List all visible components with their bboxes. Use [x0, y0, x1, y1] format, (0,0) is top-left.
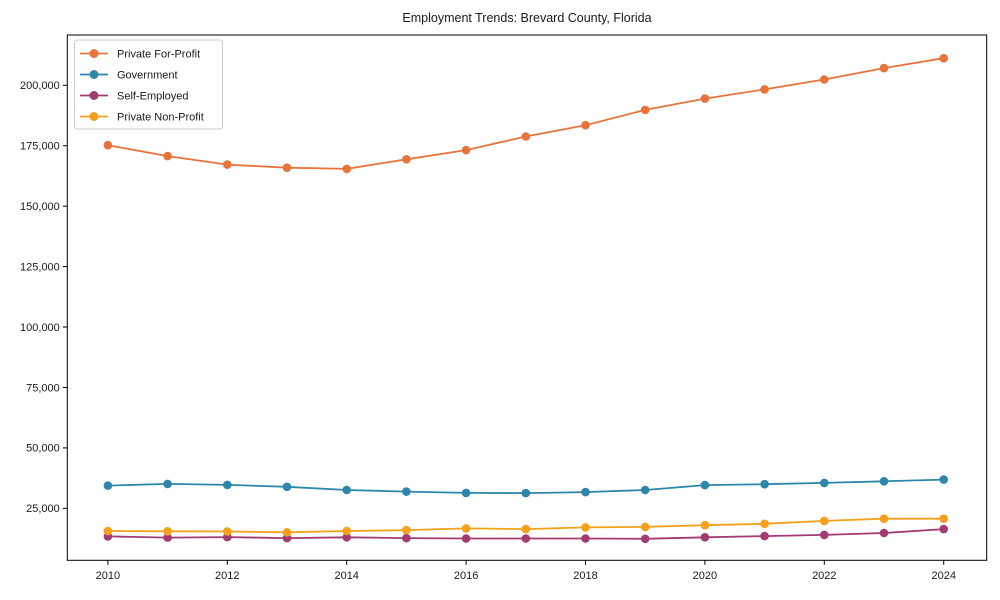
data-point-private-for-profit: [939, 53, 948, 63]
data-point-private-non-profit: [163, 527, 172, 536]
data-point-self-employed: [581, 534, 590, 543]
data-point-private-for-profit: [879, 63, 889, 73]
y-tick-label: 175,000: [20, 141, 60, 153]
legend-item-private-non-profit: Private Non-Profit: [80, 111, 204, 123]
x-tick-label: 2010: [96, 570, 120, 582]
data-point-private-non-profit: [879, 514, 889, 523]
legend-label: Government: [117, 69, 178, 81]
data-point-self-employed: [700, 533, 710, 542]
data-point-private-non-profit: [342, 526, 352, 536]
data-point-private-non-profit: [581, 523, 590, 532]
data-point-private-for-profit: [282, 163, 292, 172]
legend-label: Private Non-Profit: [117, 111, 204, 123]
data-point-self-employed: [342, 533, 352, 542]
data-point-private-non-profit: [282, 528, 292, 537]
y-tick-label: 75,000: [26, 382, 60, 394]
y-axis: 25,000 50,000 75,000 100,000 125,000 150,000 1…: [20, 80, 68, 515]
data-point-government: [402, 487, 411, 496]
data-point-private-for-profit: [461, 145, 471, 155]
data-point-private-non-profit: [521, 524, 531, 534]
y-tick-label: 150,000: [20, 201, 60, 213]
data-point-government: [640, 485, 650, 495]
data-point-private-for-profit: [521, 132, 531, 141]
legend-label: Private For-Profit: [117, 48, 200, 60]
data-point-government: [939, 475, 948, 484]
data-point-private-non-profit: [223, 527, 232, 536]
data-point-private-non-profit: [700, 520, 710, 530]
x-tick-label: 2020: [693, 570, 717, 582]
data-point-self-employed: [820, 530, 829, 540]
data-point-private-for-profit: [223, 160, 232, 169]
y-tick-label: 125,000: [20, 261, 60, 273]
legend-item-self-employed: Self-Employed: [80, 90, 189, 102]
series-lines: [103, 53, 948, 544]
data-point-private-non-profit: [103, 526, 113, 536]
data-point-private-for-profit: [163, 151, 172, 161]
x-tick-label: 2014: [334, 570, 358, 582]
data-point-private-for-profit: [820, 75, 829, 84]
data-point-government: [760, 479, 769, 489]
data-point-private-non-profit: [402, 525, 411, 535]
data-point-self-employed: [461, 534, 471, 543]
legend-label: Self-Employed: [117, 90, 189, 102]
data-point-government: [282, 482, 292, 492]
data-point-government: [581, 487, 590, 497]
x-tick-label: 2016: [454, 570, 478, 582]
x-tick-label: 2024: [931, 570, 955, 582]
legend-marker-dot: [89, 49, 99, 58]
legend-item-private-for-profit: Private For-Profit: [80, 48, 200, 60]
data-point-private-for-profit: [402, 155, 411, 164]
chart-title: Employment Trends: Brevard County, Flori…: [402, 11, 651, 25]
x-tick-label: 2018: [573, 570, 597, 582]
data-point-private-for-profit: [103, 140, 113, 150]
data-point-self-employed: [760, 531, 769, 541]
data-point-private-non-profit: [640, 522, 650, 532]
data-point-government: [223, 480, 232, 490]
x-axis: 2010 2012 2014 2016 2018 2020 2022 2024: [96, 560, 956, 582]
data-point-private-non-profit: [939, 514, 948, 523]
data-point-government: [879, 477, 889, 486]
data-point-self-employed: [939, 524, 948, 534]
data-point-self-employed: [879, 528, 889, 538]
y-tick-label: 50,000: [26, 443, 60, 455]
legend-item-government: Government: [80, 69, 178, 81]
data-point-government: [342, 485, 352, 495]
x-tick-label: 2012: [215, 570, 239, 582]
x-tick-label: 2022: [812, 570, 836, 582]
y-tick-label: 100,000: [20, 322, 60, 334]
data-point-private-non-profit: [820, 516, 829, 526]
legend-marker-dot: [89, 70, 99, 79]
y-tick-label: 25,000: [26, 503, 60, 515]
data-point-private-for-profit: [640, 105, 650, 115]
legend-marker-dot: [89, 91, 99, 100]
data-point-government: [461, 488, 471, 498]
data-point-self-employed: [640, 534, 650, 544]
data-point-government: [163, 479, 172, 489]
data-point-private-for-profit: [342, 164, 352, 174]
data-point-self-employed: [521, 534, 531, 543]
data-point-government: [700, 480, 710, 490]
legend-box: [74, 39, 223, 130]
legend-marker-dot: [89, 112, 99, 121]
data-point-private-for-profit: [760, 85, 769, 94]
legend: Private For-Profit Government Self-Employe…: [74, 39, 223, 130]
data-point-self-employed: [402, 533, 411, 543]
data-point-private-for-profit: [581, 120, 590, 130]
data-point-private-for-profit: [700, 94, 710, 103]
data-point-government: [521, 488, 531, 498]
data-point-private-non-profit: [461, 524, 471, 533]
data-point-government: [820, 478, 829, 488]
data-point-private-non-profit: [760, 519, 769, 529]
data-point-self-employed: [163, 533, 172, 542]
data-point-government: [103, 481, 113, 490]
y-tick-label: 200,000: [20, 80, 60, 92]
